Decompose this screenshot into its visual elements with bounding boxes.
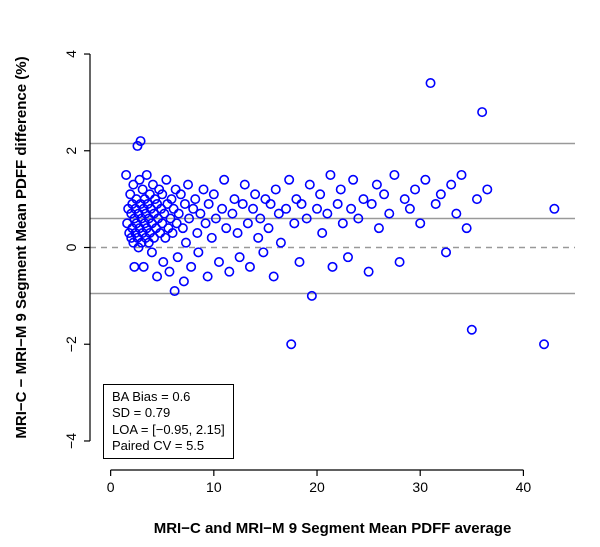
- x-tick-label: 0: [107, 479, 115, 495]
- x-tick-label: 30: [412, 479, 428, 495]
- stats-line: LOA = [−0.95, 2.15]: [112, 422, 225, 438]
- y-tick-label: −4: [63, 433, 79, 449]
- x-tick-label: 10: [206, 479, 222, 495]
- x-axis-label: MRI−C and MRI−M 9 Segment Mean PDFF aver…: [154, 520, 512, 537]
- plot-svg: 0 10 20 30 40 −4 −2 0 2 4 MRI−C and MRI−M 9 Segmen…: [0, 0, 600, 547]
- stats-box: BA Bias = 0.6SD = 0.79LOA = [−0.95, 2.15…: [103, 384, 234, 459]
- y-tick-label: −2: [63, 336, 79, 352]
- stats-line: Paired CV = 5.5: [112, 438, 225, 454]
- y-tick-label: 2: [63, 147, 79, 155]
- y-axis-label: MRI−C − MRI−M 9 Segment Mean PDFF differ…: [13, 56, 30, 438]
- stats-line: SD = 0.79: [112, 405, 225, 421]
- y-tick-label: 4: [63, 50, 79, 58]
- x-tick-label: 40: [516, 479, 532, 495]
- stats-line: BA Bias = 0.6: [112, 389, 225, 405]
- y-tick-label: 0: [63, 243, 79, 251]
- x-tick-label: 20: [309, 479, 325, 495]
- bland-altman-chart: 0 10 20 30 40 −4 −2 0 2 4 MRI−C and MRI−M 9 Segmen…: [0, 0, 600, 547]
